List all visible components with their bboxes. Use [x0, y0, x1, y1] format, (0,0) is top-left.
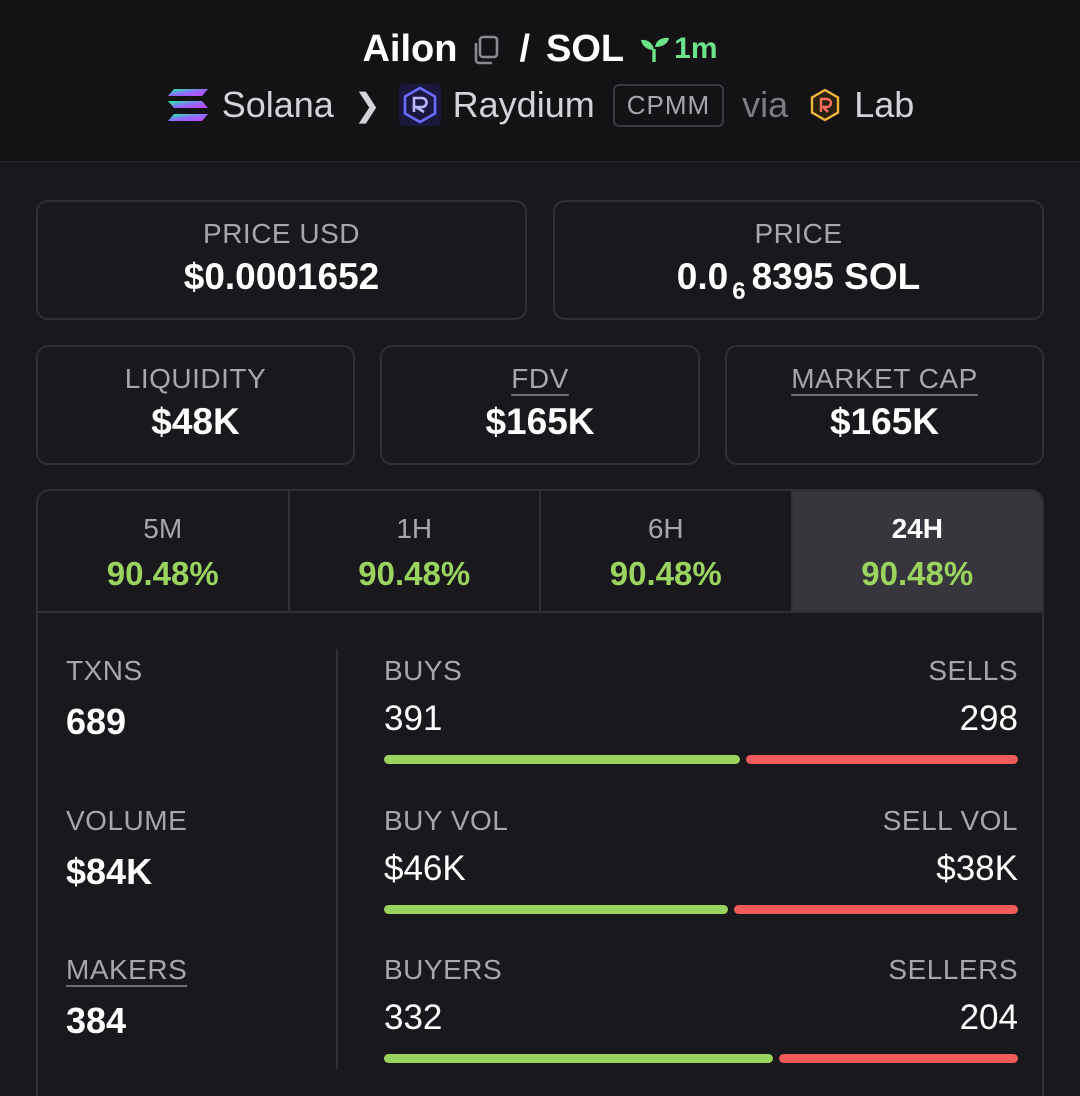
copy-icon[interactable] — [471, 33, 501, 65]
solana-icon — [166, 87, 222, 123]
sellers-label: SELLERS — [888, 954, 1018, 985]
price-native-digits: 8395 SOL — [751, 256, 921, 297]
sellers-value: 204 — [959, 998, 1018, 1037]
market-cap-label[interactable]: MARKET CAP — [791, 363, 978, 394]
pool-type-badge: CPMM — [612, 83, 725, 127]
chevron-right-icon: ❯ — [353, 87, 381, 123]
tab-6h-label: 6H — [647, 513, 684, 544]
chain-link[interactable]: Solana — [221, 84, 334, 125]
pair-age-value: 1m — [674, 32, 718, 65]
volume-value: $84K — [66, 851, 153, 892]
sell-vol-label: SELL VOL — [882, 805, 1018, 836]
raydium-icon — [398, 84, 453, 126]
fdv-label[interactable]: FDV — [511, 363, 569, 394]
price-native-card: PRICE 0.0 6 8395 SOL — [553, 200, 1044, 320]
sells-label: SELLS — [928, 655, 1018, 686]
txns-label: TXNS — [66, 655, 143, 686]
makers-split-stat: BUYERS SELLERS 332 204 — [384, 954, 1018, 1064]
pair-separator: / — [519, 27, 531, 70]
via-label: via — [742, 84, 789, 125]
tab-1h-change: 90.48% — [358, 555, 471, 592]
volume-stat: VOLUME $84K — [66, 805, 316, 893]
token-symbol: Ailon — [362, 27, 458, 70]
market-cap-card[interactable]: MARKET CAP $165K — [725, 345, 1044, 465]
tab-24h-change: 90.48% — [861, 555, 974, 592]
price-usd-label: PRICE USD — [203, 218, 360, 249]
txns-value: 689 — [66, 701, 127, 742]
tab-6h-change: 90.48% — [609, 555, 722, 592]
makers-stat[interactable]: MAKERS 384 — [66, 954, 316, 1042]
liquidity-card: LIQUIDITY $48K — [36, 345, 355, 465]
buyers-bar — [384, 1054, 773, 1063]
sellers-bar — [779, 1054, 1018, 1063]
fdv-card[interactable]: FDV $165K — [380, 345, 700, 465]
price-native-prefix: 0.0 — [676, 256, 729, 297]
buys-bar — [384, 755, 740, 764]
launchpad-link[interactable]: Lab — [854, 84, 915, 125]
tab-24h[interactable]: 24H 90.48% — [792, 491, 1042, 611]
buyers-value: 332 — [384, 998, 443, 1037]
price-native-label: PRICE — [754, 218, 843, 249]
tab-1h[interactable]: 1H 90.48% — [289, 491, 541, 611]
chain-breadcrumb: Solana ❯ Raydium CPMM via Lab — [0, 82, 1080, 128]
price-native-value: 0.0 6 8395 SOL — [555, 256, 1042, 306]
tab-24h-label: 24H — [891, 513, 943, 544]
tab-6h[interactable]: 6H 90.48% — [541, 491, 793, 611]
buy-vol-bar — [384, 905, 728, 914]
buyers-label: BUYERS — [384, 954, 503, 985]
price-native-zero-count: 6 — [732, 278, 746, 305]
tab-5m-change: 90.48% — [106, 555, 219, 592]
price-usd-value: $0.0001652 — [183, 256, 380, 297]
pair-title: Ailon / SOL 1m — [0, 26, 1080, 72]
lab-icon — [808, 88, 854, 122]
sell-vol-value: $38K — [936, 849, 1018, 888]
txns-stat: TXNS 689 — [66, 655, 316, 743]
buys-label: BUYS — [384, 655, 463, 686]
seedling-icon — [641, 37, 670, 62]
buy-vol-value: $46K — [384, 849, 466, 888]
tab-5m-label: 5M — [143, 513, 183, 544]
makers-value: 384 — [66, 1000, 127, 1041]
market-cap-value: $165K — [829, 401, 940, 442]
quote-symbol: SOL — [546, 27, 625, 70]
price-usd-card: PRICE USD $0.0001652 — [36, 200, 527, 320]
pair-header: Ailon / SOL 1m — [0, 0, 1080, 162]
period-tabs: 5M 90.48% 1H 90.48% 6H 90.48% 24H 90.48% — [36, 489, 1044, 613]
buys-value: 391 — [384, 699, 443, 738]
tab-1h-label: 1H — [396, 513, 433, 544]
makers-label[interactable]: MAKERS — [66, 954, 188, 985]
fdv-value: $165K — [485, 401, 595, 442]
liquidity-label: LIQUIDITY — [124, 363, 267, 394]
sell-vol-bar — [734, 905, 1018, 914]
stats-panel: TXNS 689 VOLUME $84K MAKERS 384 BUYS SEL… — [36, 613, 1044, 1096]
buys-sells-stat: BUYS SELLS 391 298 — [384, 655, 1018, 765]
stats-divider — [336, 649, 338, 1069]
sells-value: 298 — [959, 699, 1018, 738]
buy-vol-label: BUY VOL — [384, 805, 509, 836]
dex-link[interactable]: Raydium — [452, 84, 595, 125]
tab-5m[interactable]: 5M 90.48% — [38, 491, 290, 611]
volume-label: VOLUME — [66, 805, 188, 836]
volume-split-stat: BUY VOL SELL VOL $46K $38K — [384, 805, 1018, 915]
pair-age: 1m — [640, 32, 718, 66]
sells-bar — [746, 755, 1018, 764]
liquidity-value: $48K — [151, 401, 240, 442]
